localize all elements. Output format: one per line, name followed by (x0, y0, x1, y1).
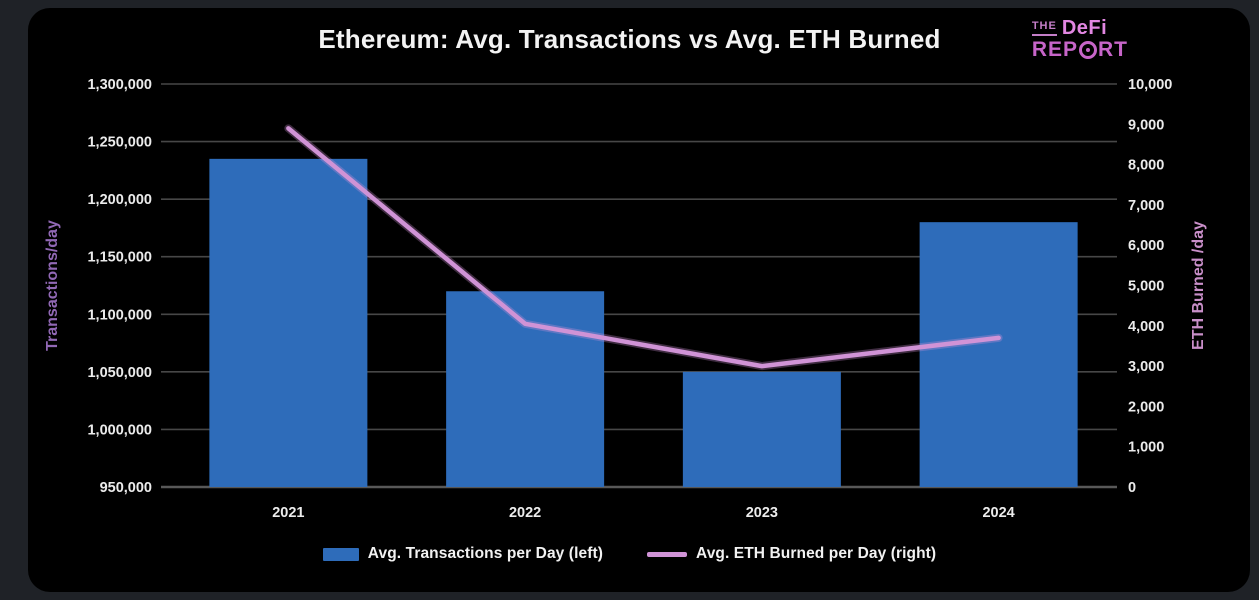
left-axis-tick-label: 1,250,000 (87, 135, 152, 151)
x-axis-label-2021: 2021 (272, 505, 304, 521)
line-swatch-icon (646, 551, 687, 557)
legend-item-transactions: Avg. Transactions per Day (left) (322, 545, 603, 563)
logo-line-1: THE DeFi (1031, 17, 1128, 39)
left-axis-tick-label: 1,200,000 (87, 192, 152, 208)
bar-2023 (682, 371, 841, 487)
right-axis-tick-label: 0 (1128, 480, 1136, 496)
eth-burned-line-glow (284, 124, 1003, 371)
logo-defi-text: DeFi (1061, 17, 1108, 39)
legend-label-eth-burned: Avg. ETH Burned per Day (right) (695, 545, 937, 562)
x-axis-label-2022: 2022 (509, 505, 541, 521)
right-axis-tick-label: 2,000 (1128, 399, 1164, 415)
bar-2024 (919, 222, 1078, 487)
defi-report-logo: THE DeFi REP RT (1031, 17, 1128, 60)
legend: Avg. Transactions per Day (left) Avg. ET… (0, 539, 1259, 569)
right-axis-tick-label: 10,000 (1128, 77, 1172, 93)
left-axis-tick-label: 1,000,000 (87, 422, 152, 438)
record-icon-dot (1086, 47, 1090, 52)
left-axis-tick-label: 1,100,000 (87, 307, 152, 323)
right-axis-tick-label: 8,000 (1128, 158, 1164, 174)
logo-the-text: THE (1031, 21, 1057, 36)
left-axis-tick-label: 950,000 (100, 480, 152, 496)
right-axis-tick-label: 9,000 (1128, 117, 1164, 133)
chart-title: Ethereum: Avg. Transactions vs Avg. ETH … (318, 24, 941, 54)
logo-report-text: REP RT (1032, 39, 1128, 60)
right-axis-tick-label: 3,000 (1128, 359, 1164, 375)
x-axis-label-2023: 2023 (746, 505, 778, 521)
left-axis-tick-label: 1,050,000 (87, 365, 152, 381)
logo-report-pre: REP (1031, 38, 1078, 61)
right-axis-tick-label: 7,000 (1128, 198, 1164, 214)
x-axis-label-2024: 2024 (982, 505, 1014, 521)
record-icon (1079, 40, 1097, 59)
logo-report-post: RT (1098, 38, 1128, 61)
bar-2021 (209, 158, 368, 488)
right-axis-title: ETH Burned /day (1190, 221, 1207, 350)
left-axis-tick-label: 1,150,000 (87, 250, 152, 266)
eth-burned-line (286, 126, 1001, 369)
legend-item-eth-burned: Avg. ETH Burned per Day (right) (646, 545, 937, 563)
legend-label-transactions: Avg. Transactions per Day (left) (367, 545, 603, 562)
right-axis-tick-label: 1,000 (1128, 440, 1164, 456)
right-axis-tick-label: 6,000 (1128, 238, 1164, 254)
bar-swatch-icon (322, 547, 359, 561)
right-axis-tick-label: 4,000 (1128, 319, 1164, 335)
right-axis-tick-label: 5,000 (1128, 279, 1164, 295)
left-axis-tick-label: 1,300,000 (87, 77, 152, 93)
left-axis-title: Transactions/day (44, 220, 61, 351)
